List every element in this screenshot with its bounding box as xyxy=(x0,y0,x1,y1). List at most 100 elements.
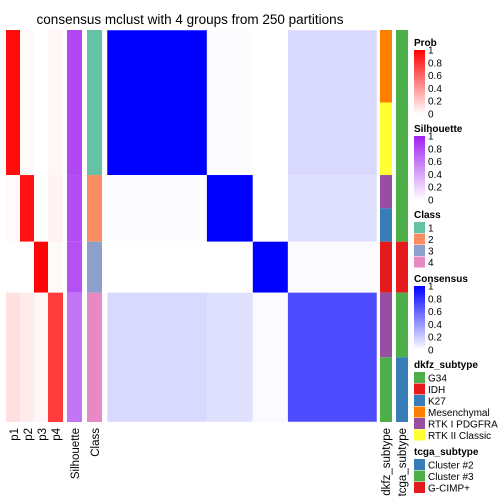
prob-cell-p1-class-2 xyxy=(6,175,21,242)
legend-colorbar-4 xyxy=(414,286,425,350)
consensus-block-2-3 xyxy=(252,175,288,242)
tcga-cell-class-3-1 xyxy=(396,241,408,293)
probability-columns xyxy=(6,30,63,422)
consensus-block-3-2 xyxy=(206,241,253,293)
prob-cell-p4-class-1 xyxy=(48,30,63,176)
legend-tick-2-1: 1 xyxy=(428,132,434,143)
legend-swatch-3-2 xyxy=(414,233,425,245)
prob-cell-p3-class-2 xyxy=(34,175,49,242)
legend-swatch-3-3 xyxy=(414,245,425,256)
legend-swatch-3-4 xyxy=(414,256,425,268)
consensus-block-3-4 xyxy=(287,241,377,293)
legend-swatch-5-2 xyxy=(414,383,425,395)
legend-swatch-6-2 xyxy=(414,470,425,482)
legend-title-3: Class xyxy=(414,210,441,221)
consensus-block-2-4 xyxy=(287,175,377,242)
legend-title-5: dkfz_subtype xyxy=(414,360,478,371)
column-labels: p1 p2 p3 p4 Silhouette Class dkfz_subtype tcga_… xyxy=(9,427,409,496)
legend-tick-4-5: 0.2 xyxy=(428,333,442,344)
silhouette-column xyxy=(67,30,82,422)
prob-cell-p2-class-2 xyxy=(20,175,35,242)
tcga-cell-class-4-2 xyxy=(396,357,408,422)
class-cell-1 xyxy=(87,30,102,176)
legend-tick-2-4: 0.4 xyxy=(428,170,442,181)
legend-item-5-3: K27 xyxy=(428,397,446,408)
legend-swatch-5-1 xyxy=(414,372,425,383)
dkfz-cell-class-4-1 xyxy=(380,292,392,358)
legends: Prob10.80.60.40.20Silhouette10.80.60.40.… xyxy=(414,38,498,495)
legend-title-6: tcga_subtype xyxy=(414,447,479,458)
dkfz-cell-class-1-2 xyxy=(380,102,392,176)
consensus-block-4-1 xyxy=(107,292,207,422)
legend-item-5-6: RTK II Classic xyxy=(428,431,491,442)
column-label-3: p3 xyxy=(37,428,49,441)
legend-tick-2-6: 0 xyxy=(428,196,434,207)
silhouette-cell-class-3 xyxy=(67,241,82,293)
column-label-4: p4 xyxy=(51,427,63,440)
consensus-block-3-3 xyxy=(252,241,288,293)
annotation-label-2: tcga_subtype xyxy=(397,428,409,496)
column-label-5: Silhouette xyxy=(70,428,82,479)
consensus-block-4-2 xyxy=(206,292,253,422)
dkfz-cell-class-1-1 xyxy=(380,30,392,103)
consensus-block-2-2 xyxy=(206,175,253,242)
legend-swatch-3-1 xyxy=(414,222,425,233)
legend-item-6-2: Cluster #3 xyxy=(428,472,474,483)
prob-cell-p1-class-1 xyxy=(6,30,21,176)
dkfz-cell-class-2-2 xyxy=(380,208,392,242)
prob-cell-p4-class-2 xyxy=(48,175,63,242)
consensus-block-1-4 xyxy=(287,30,377,176)
legend-item-5-5: RTK I PDGFRA xyxy=(428,420,498,431)
legend-tick-1-6: 0 xyxy=(428,110,434,121)
column-label-2: p2 xyxy=(23,428,35,441)
prob-cell-p2-class-4 xyxy=(20,292,35,422)
legend-tick-4-1: 1 xyxy=(428,282,434,293)
legend-swatch-5-4 xyxy=(414,406,425,418)
prob-cell-p3-class-4 xyxy=(34,292,49,422)
legend-item-5-4: Mesenchymal xyxy=(428,408,490,419)
legend-swatch-6-3 xyxy=(414,482,425,493)
prob-cell-p4-class-3 xyxy=(48,241,63,293)
consensus-block-2-1 xyxy=(107,175,207,242)
dkfz-cell-class-2-1 xyxy=(380,175,392,209)
class-cell-3 xyxy=(87,241,102,293)
tcga-cell-class-1-1 xyxy=(396,30,408,176)
column-label-1: p1 xyxy=(9,428,21,441)
legend-title-4: Consensus xyxy=(414,274,468,285)
chart-title: consensus mclust with 4 groups from 250 … xyxy=(37,12,344,27)
consensus-block-1-2 xyxy=(206,30,253,176)
consensus-block-1-1 xyxy=(107,30,207,176)
consensus-block-4-4 xyxy=(287,292,377,422)
tcga-cell-class-2-1 xyxy=(396,175,408,242)
silhouette-cell-class-4 xyxy=(67,292,82,422)
legend-tick-4-2: 0.8 xyxy=(428,294,442,305)
legend-tick-1-3: 0.6 xyxy=(428,71,442,82)
silhouette-cell-class-2 xyxy=(67,175,82,242)
legend-tick-4-4: 0.4 xyxy=(428,320,442,331)
legend-item-6-3: G-CIMP+ xyxy=(428,484,470,495)
silhouette-cell-class-1 xyxy=(67,30,82,176)
legend-title-2: Silhouette xyxy=(414,124,463,135)
legend-tick-1-5: 0.2 xyxy=(428,97,442,108)
legend-item-3-4: 4 xyxy=(428,258,434,269)
class-column xyxy=(87,30,102,422)
legend-tick-2-2: 0.8 xyxy=(428,144,442,155)
annotation-label-1: dkfz_subtype xyxy=(381,428,393,496)
prob-cell-p4-class-4 xyxy=(48,292,63,422)
class-cell-4 xyxy=(87,292,102,422)
legend-swatch-6-1 xyxy=(414,459,425,470)
legend-item-6-1: Cluster #2 xyxy=(428,461,474,472)
prob-cell-p1-class-3 xyxy=(6,241,21,293)
legend-colorbar-1 xyxy=(414,50,425,114)
legend-item-5-1: G34 xyxy=(428,374,447,385)
consensus-matrix xyxy=(106,29,378,423)
dkfz-cell-class-3-1 xyxy=(380,241,392,293)
prob-cell-p3-class-3 xyxy=(34,241,49,293)
legend-tick-1-4: 0.4 xyxy=(428,84,442,95)
tcga-cell-class-4-1 xyxy=(396,292,408,358)
consensus-border xyxy=(106,29,378,423)
legend-swatch-5-6 xyxy=(414,429,425,441)
prob-cell-p2-class-1 xyxy=(20,30,35,176)
legend-tick-4-6: 0 xyxy=(428,346,434,357)
